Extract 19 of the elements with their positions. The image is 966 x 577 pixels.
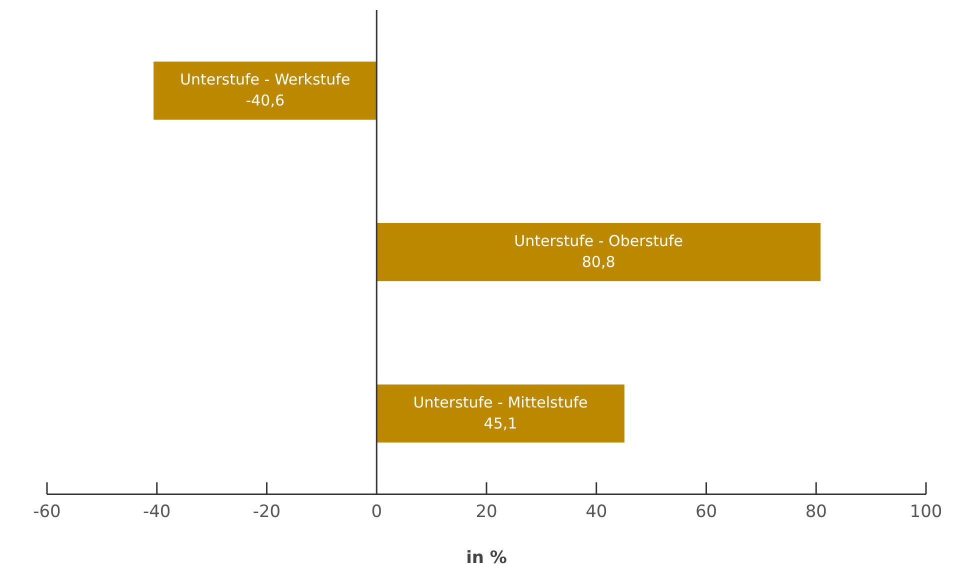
y-tick-label: Unterstufe - Mittelstufe (413, 393, 588, 412)
x-tick-label: 40 (586, 502, 608, 522)
x-tick-label: 20 (476, 502, 498, 522)
data-label: -40,6 (246, 92, 285, 110)
y-tick-label: Unterstufe - Oberstufe (514, 232, 684, 250)
bar (376, 223, 821, 282)
x-tick-label: 60 (695, 502, 718, 522)
data-label: 80,8 (582, 252, 616, 271)
x-axis-title: in % (466, 548, 507, 568)
x-tick-label: -20 (252, 502, 281, 522)
bar (154, 62, 377, 120)
x-tick-label: 0 (371, 502, 382, 522)
y-tick-label: Unterstufe - Werkstufe (180, 70, 350, 89)
x-tick-label: 100 (910, 502, 942, 522)
x-tick-label: -60 (33, 502, 61, 522)
x-tick-label: -40 (142, 502, 171, 522)
bar (376, 384, 624, 443)
x-tick-label: 80 (805, 502, 827, 522)
data-label: 45,1 (484, 414, 518, 432)
